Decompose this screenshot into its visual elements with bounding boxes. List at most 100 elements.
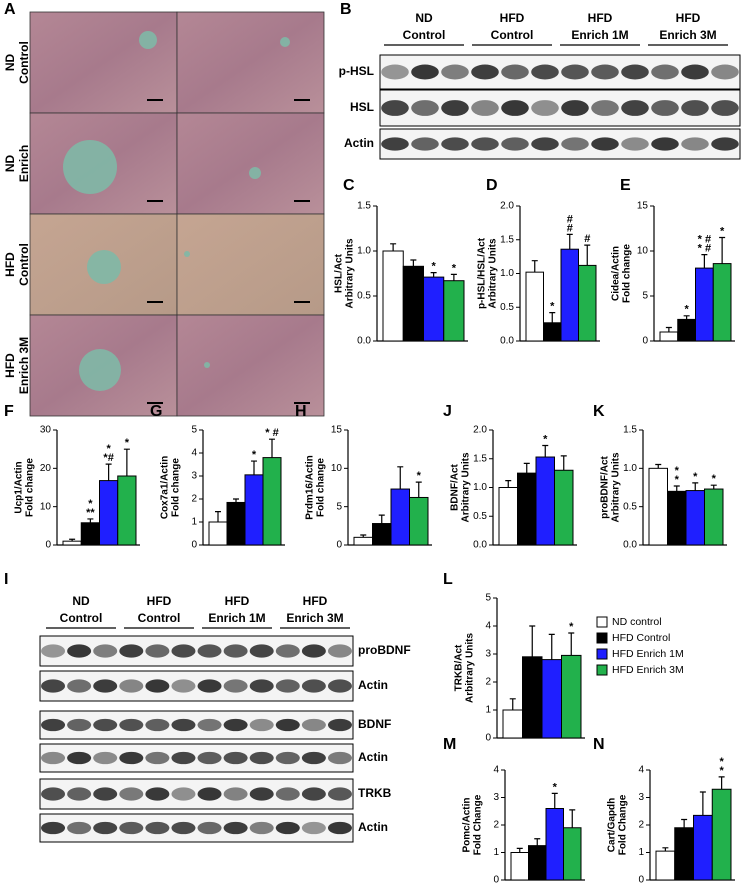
bar [578,264,597,342]
error-bar [233,498,239,503]
blot-strip [39,710,354,740]
vessel [249,167,261,179]
blot-band [711,100,739,116]
error-bar [523,462,530,474]
blot-band [197,821,222,835]
y-axis-label: TRKB/Act [454,644,465,691]
significance-mark: # [567,222,573,234]
vessel [87,250,121,284]
y-tick-label: 15 [637,201,649,212]
significance-mark: * [417,470,422,482]
y-tick-label: 2.0 [473,425,487,436]
y-tick-label: 5 [191,425,197,436]
significance-mark: * [719,756,724,768]
bar [704,488,724,546]
y-tick-label: 10 [331,463,343,474]
blot-band [93,644,118,658]
group-label: Control [403,28,446,42]
blot-band [301,821,326,835]
bar [712,263,732,342]
error-bar [378,514,385,524]
blot-band [327,751,352,765]
y-tick-label: 0.5 [473,511,487,522]
blot-band [621,100,649,116]
significance-mark: * [693,471,698,483]
blot-band [197,718,222,732]
blot-band [119,751,144,765]
y-axis-label: HSL/Act [334,253,345,293]
group-label: Enrich 3M [659,28,716,42]
panel-letter: G [150,403,162,420]
blot-band [681,100,709,116]
error-bar [123,448,130,476]
y-tick-label: 1.5 [473,453,487,464]
blot-strip [379,128,741,160]
significance-mark: * [553,781,558,793]
y-axis-label: Arbitrary Units [465,633,476,703]
bar [62,540,82,546]
y-tick-label: 0.5 [357,291,371,302]
blot-band [145,751,170,765]
row-label: Control [17,41,31,84]
legend-label: HFD Control [612,632,670,644]
y-axis-label: Arbitrary Units [345,238,356,308]
blot-band [327,787,352,801]
y-tick-label: 30 [40,425,52,436]
panel-letter: B [340,1,352,18]
blot-band [471,137,499,151]
y-tick-label: 1 [485,705,491,716]
blot-band [327,821,352,835]
y-tick-label: 2 [638,820,644,831]
blot-band [223,679,248,693]
y-axis-label: Fold change [316,458,327,517]
error-bar [710,484,717,490]
blot-band [223,787,248,801]
blot-band [171,751,196,765]
blot-label: proBDNF [358,643,411,657]
error-bar [655,463,662,469]
error-bar [87,518,94,523]
bar [535,456,555,546]
significance-mark: * [543,433,548,445]
y-tick-label: 0 [493,875,499,886]
blot-band [441,100,469,116]
significance-mark: * # [698,243,711,255]
error-bar [410,259,417,267]
significance-mark: * [569,621,574,633]
blot-band [301,679,326,693]
blot-band [249,787,274,801]
bar [498,487,518,546]
blot-band [471,64,499,80]
blot-band [41,679,66,693]
bar [262,457,282,546]
blot-band [67,644,92,658]
blot-band [197,751,222,765]
bar [226,501,246,546]
blot-strip [379,89,741,127]
y-tick-label: 0 [191,540,197,551]
significance-mark: ** [86,507,95,519]
significance-mark: * [106,443,111,455]
vessel [204,362,210,368]
blot-label: HSL [350,100,374,114]
blot-band [411,64,439,80]
significance-mark: * [252,449,257,461]
blot-band [301,787,326,801]
y-tick-label: 4 [191,448,197,459]
y-axis-label: Prdm16/Actin [305,455,316,519]
blot-band [145,787,170,801]
error-bar [269,438,275,458]
y-tick-label: 1.0 [623,463,637,474]
error-bar [665,326,672,332]
blot-band [381,100,409,116]
blot-band [93,718,118,732]
bar [560,248,579,342]
y-tick-label: 3 [493,792,499,803]
group-label: ND [72,594,90,608]
y-tick-label: 0 [485,733,491,744]
blot-band [275,787,300,801]
bar [685,490,705,546]
blot-band [275,821,300,835]
blot-band [501,64,529,80]
bar [561,654,582,739]
